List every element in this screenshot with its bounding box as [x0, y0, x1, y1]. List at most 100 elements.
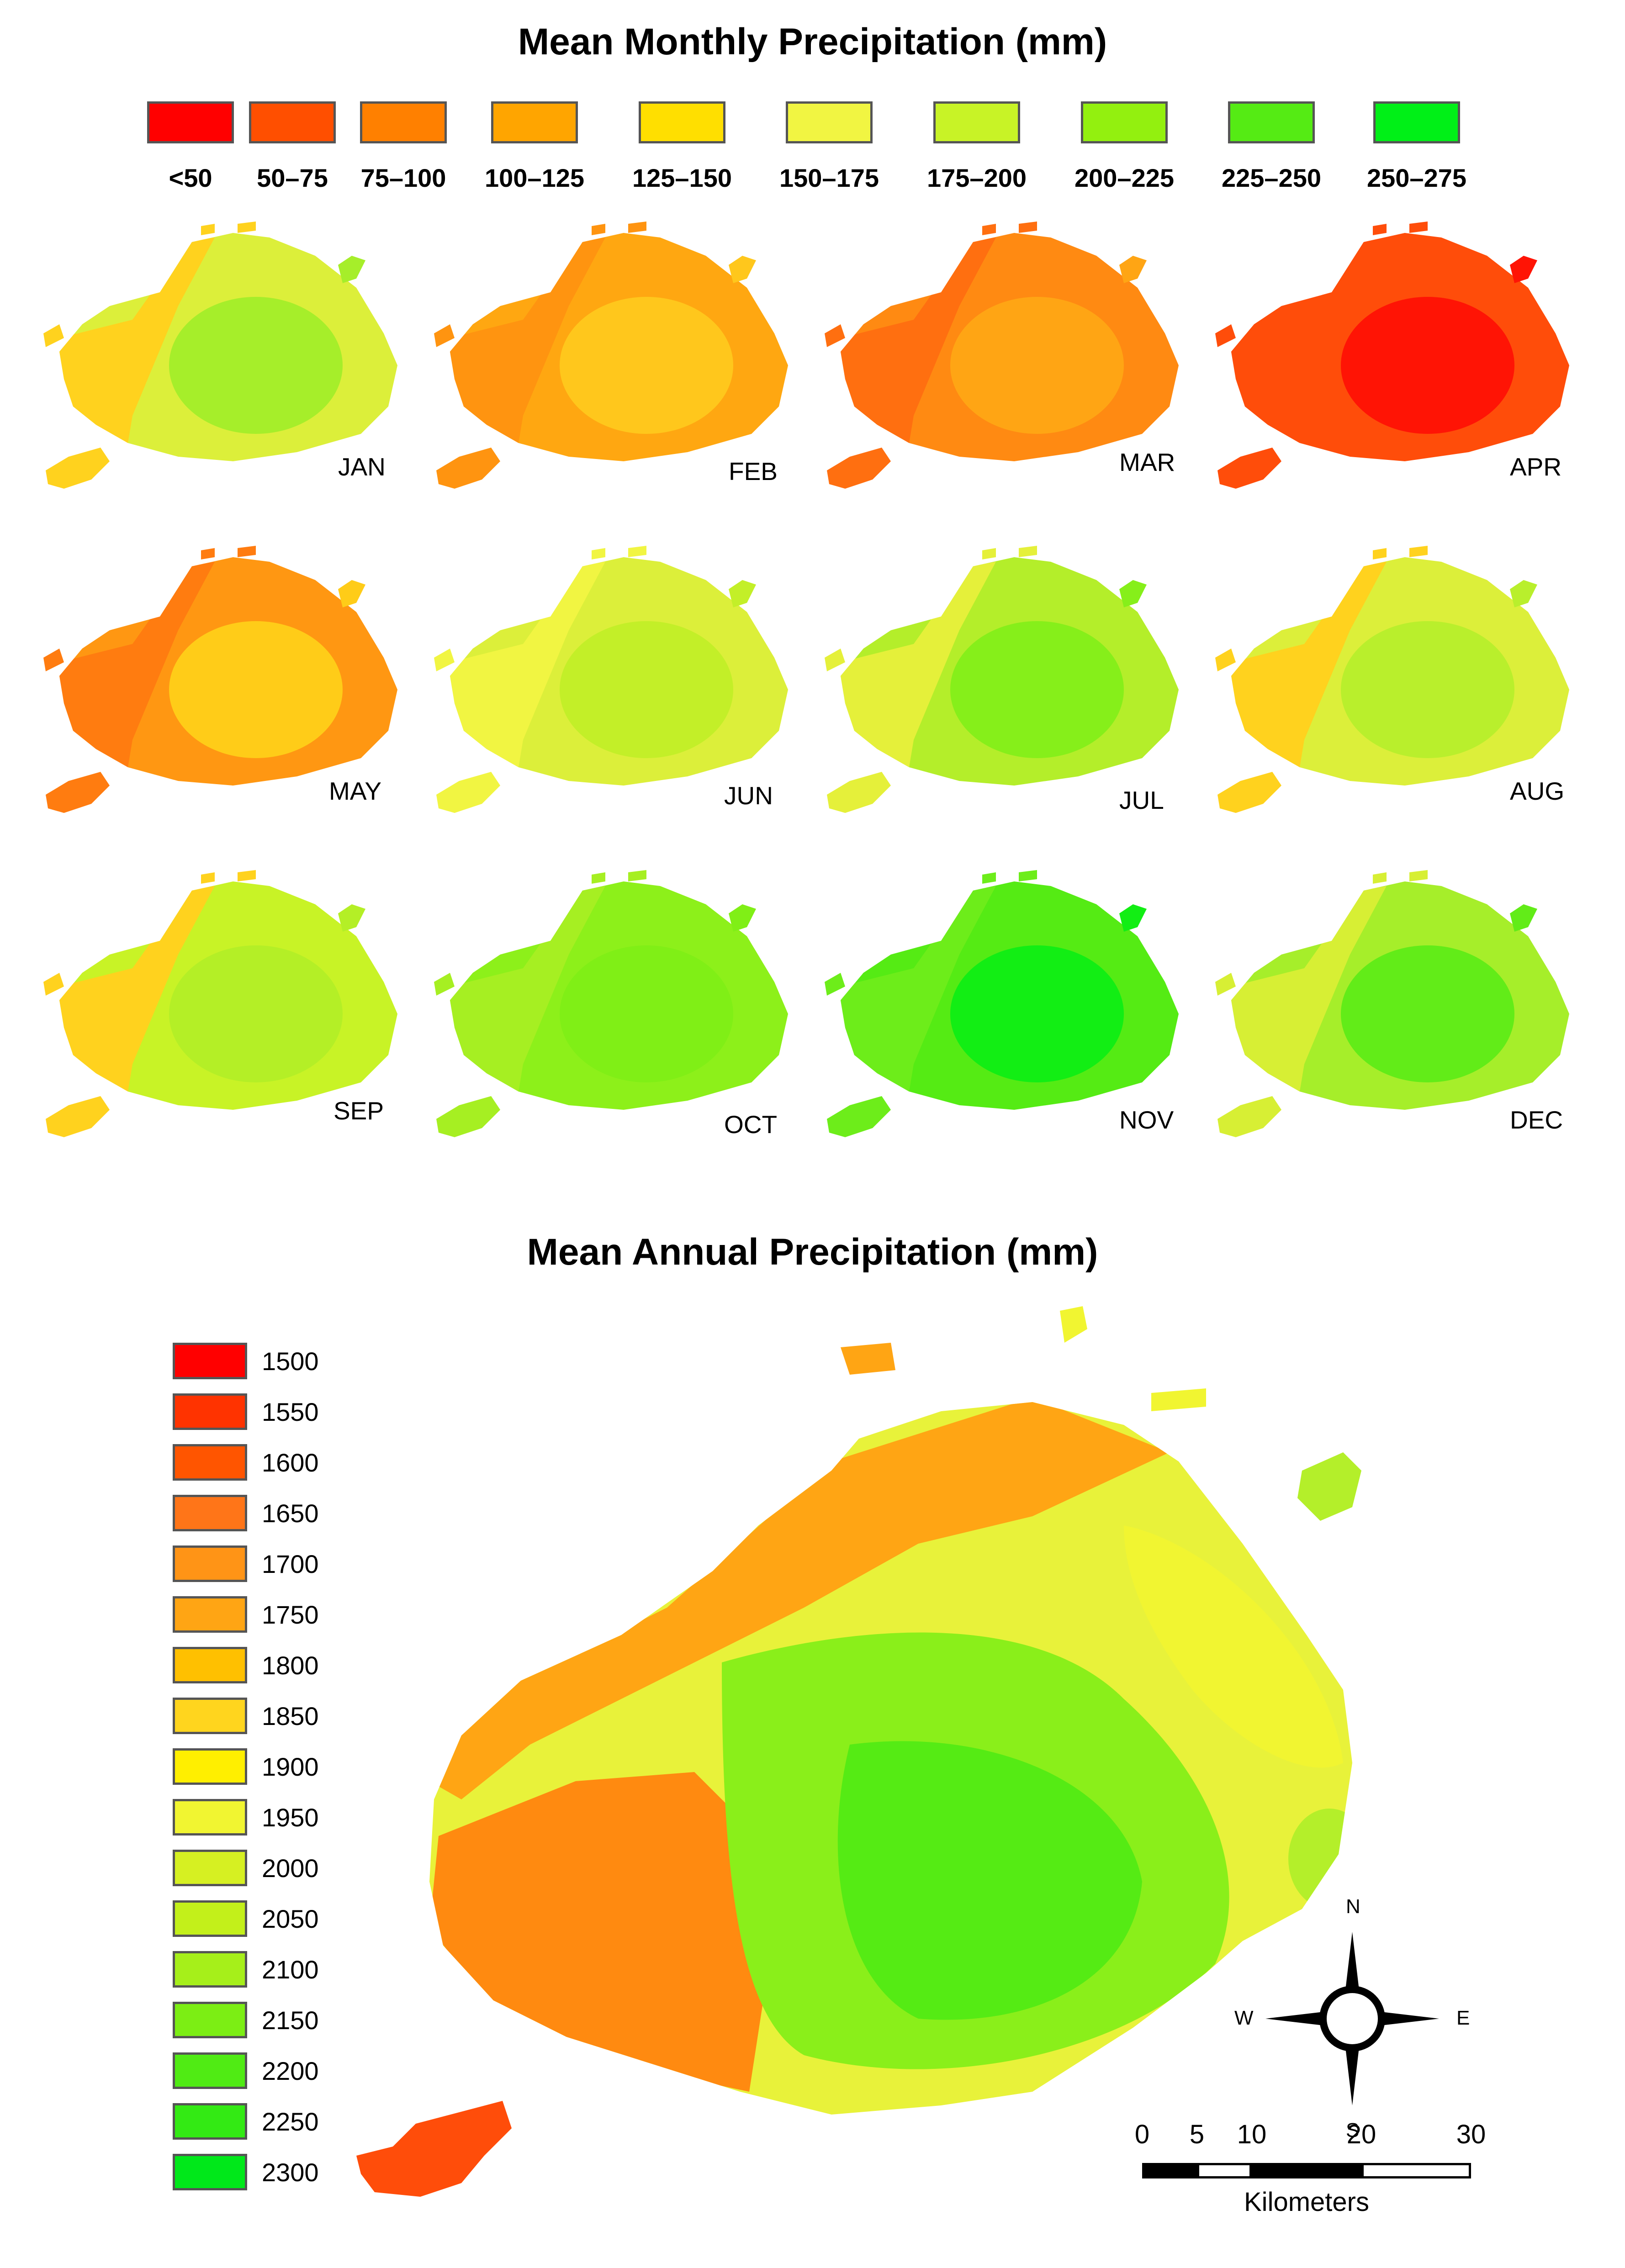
legend-swatch-2000	[173, 1850, 247, 1886]
annual-map-inner-core	[837, 1741, 1142, 2020]
legend-label-1700: 1700	[262, 1550, 319, 1578]
scale-tick-0: 0	[1134, 2120, 1150, 2149]
legend-swatch-150-175	[786, 101, 873, 143]
legend-label-200-225: 200–225	[1074, 164, 1174, 192]
annual-precipitation-map	[347, 1288, 1444, 2247]
month-map-islet	[43, 324, 64, 347]
month-map-apr: APR	[1213, 215, 1583, 498]
legend-swatch-2050	[173, 1900, 247, 1937]
north-arrow: N S W E	[1234, 1895, 1470, 2141]
month-label-jul: JUL	[1119, 786, 1164, 814]
legend-swatch-1800	[173, 1647, 247, 1683]
month-map-islet	[592, 872, 605, 884]
month-map-islet	[1019, 222, 1037, 233]
annual-map-nw-band	[429, 1402, 1170, 1799]
legend-label-225-250: 225–250	[1221, 164, 1321, 192]
month-map-core-zone	[560, 297, 733, 434]
annual-legend-item-2150: 2150	[173, 2002, 492, 2040]
annual-legend-item-2050: 2050	[173, 1900, 492, 1939]
legend-label-250-275: 250–275	[1366, 164, 1466, 192]
legend-label-150-175: 150–175	[779, 164, 879, 192]
annual-map-ne-islet	[1297, 1452, 1361, 1521]
legend-swatch-200-225	[1081, 101, 1168, 143]
month-map-islet	[729, 904, 756, 932]
compass-rose-icon	[1265, 1932, 1439, 2105]
legend-label-2200: 2200	[262, 2057, 319, 2085]
month-map-islet	[628, 546, 646, 557]
monthly-title: Mean Monthly Precipitation (mm)	[518, 21, 1107, 63]
month-label-dec: DEC	[1510, 1106, 1563, 1134]
month-map-sw-island	[1217, 772, 1281, 813]
legend-label-125-150: 125–150	[632, 164, 732, 192]
legend-swatch-50-75	[249, 101, 336, 143]
month-map-islet	[43, 649, 64, 671]
legend-label-2100: 2100	[262, 1955, 319, 1984]
month-map-islet	[825, 324, 845, 347]
annual-legend-item-1950: 1950	[173, 1799, 492, 1837]
month-map-islet	[982, 224, 996, 235]
annual-legend-item-1500: 1500	[173, 1343, 492, 1381]
month-map-sw-island	[46, 448, 110, 489]
month-map-islet	[1119, 256, 1147, 283]
month-map-islet	[1409, 870, 1428, 881]
legend-label-1950: 1950	[262, 1803, 319, 1832]
legend-swatch-1650	[173, 1495, 247, 1531]
month-map-may: MAY	[41, 539, 411, 822]
month-map-islet	[201, 548, 215, 559]
month-map-oct: OCT	[432, 863, 802, 1146]
legend-swatch-100-125	[491, 101, 578, 143]
month-map-islet	[1409, 222, 1428, 233]
annual-map-sw-island	[356, 2101, 512, 2197]
month-label-jan: JAN	[338, 453, 386, 481]
legend-label-100-125: 100–125	[484, 164, 584, 192]
month-map-svg	[1215, 546, 1569, 813]
annual-title: Mean Annual Precipitation (mm)	[527, 1231, 1098, 1273]
legend-swatch-250-275	[1373, 101, 1460, 143]
month-map-sw-island	[1217, 1096, 1281, 1137]
month-map-svg	[43, 222, 397, 489]
month-map-core-zone	[1341, 621, 1514, 758]
annual-legend-item-1650: 1650	[173, 1495, 492, 1533]
scale-segment-2	[1197, 2163, 1252, 2178]
annual-legend-item-2300: 2300	[173, 2154, 492, 2192]
annual-map-west	[429, 1772, 768, 2092]
month-map-west-zone	[450, 886, 605, 1110]
month-map-west-zone	[1231, 886, 1387, 1110]
month-map-core-zone	[1341, 945, 1514, 1082]
month-map-svg	[825, 222, 1179, 489]
legend-label-1600: 1600	[262, 1448, 319, 1477]
compass-w: W	[1234, 2007, 1254, 2029]
month-map-islet	[628, 870, 646, 881]
month-map-svg	[434, 870, 788, 1137]
month-map-islet	[592, 224, 605, 235]
compass-s: S	[1346, 2119, 1360, 2141]
month-map-svg	[43, 546, 397, 813]
month-map-islet	[1510, 904, 1537, 932]
month-map-jan: JAN	[41, 215, 411, 498]
month-map-west-zone	[450, 237, 605, 461]
legend-label-1650: 1650	[262, 1499, 319, 1528]
legend-label-1550: 1550	[262, 1398, 319, 1426]
legend-label-1850: 1850	[262, 1702, 319, 1730]
legend-swatch-1900	[173, 1748, 247, 1785]
month-map-feb: FEB	[432, 215, 802, 498]
month-map-islet	[1510, 580, 1537, 607]
annual-legend-item-2100: 2100	[173, 1951, 492, 1989]
annual-legend-item-1800: 1800	[173, 1647, 492, 1685]
month-map-core-zone	[169, 621, 343, 758]
legend-label-1750: 1750	[262, 1600, 319, 1629]
month-map-islet	[238, 546, 256, 557]
month-map-islet	[628, 222, 646, 233]
legend-swatch-1500	[173, 1343, 247, 1379]
month-map-core-zone	[950, 297, 1124, 434]
month-map-sw-island	[46, 1096, 110, 1137]
month-map-core-zone	[560, 945, 733, 1082]
legend-swatch-lt50	[147, 101, 234, 143]
scale-segment-1	[1142, 2163, 1197, 2178]
month-map-islet	[1215, 973, 1236, 996]
month-map-islet	[338, 580, 365, 607]
month-map-sw-island	[436, 772, 500, 813]
annual-legend-item-1900: 1900	[173, 1748, 492, 1787]
month-map-islet	[1373, 548, 1387, 559]
month-map-west-zone	[841, 237, 996, 461]
